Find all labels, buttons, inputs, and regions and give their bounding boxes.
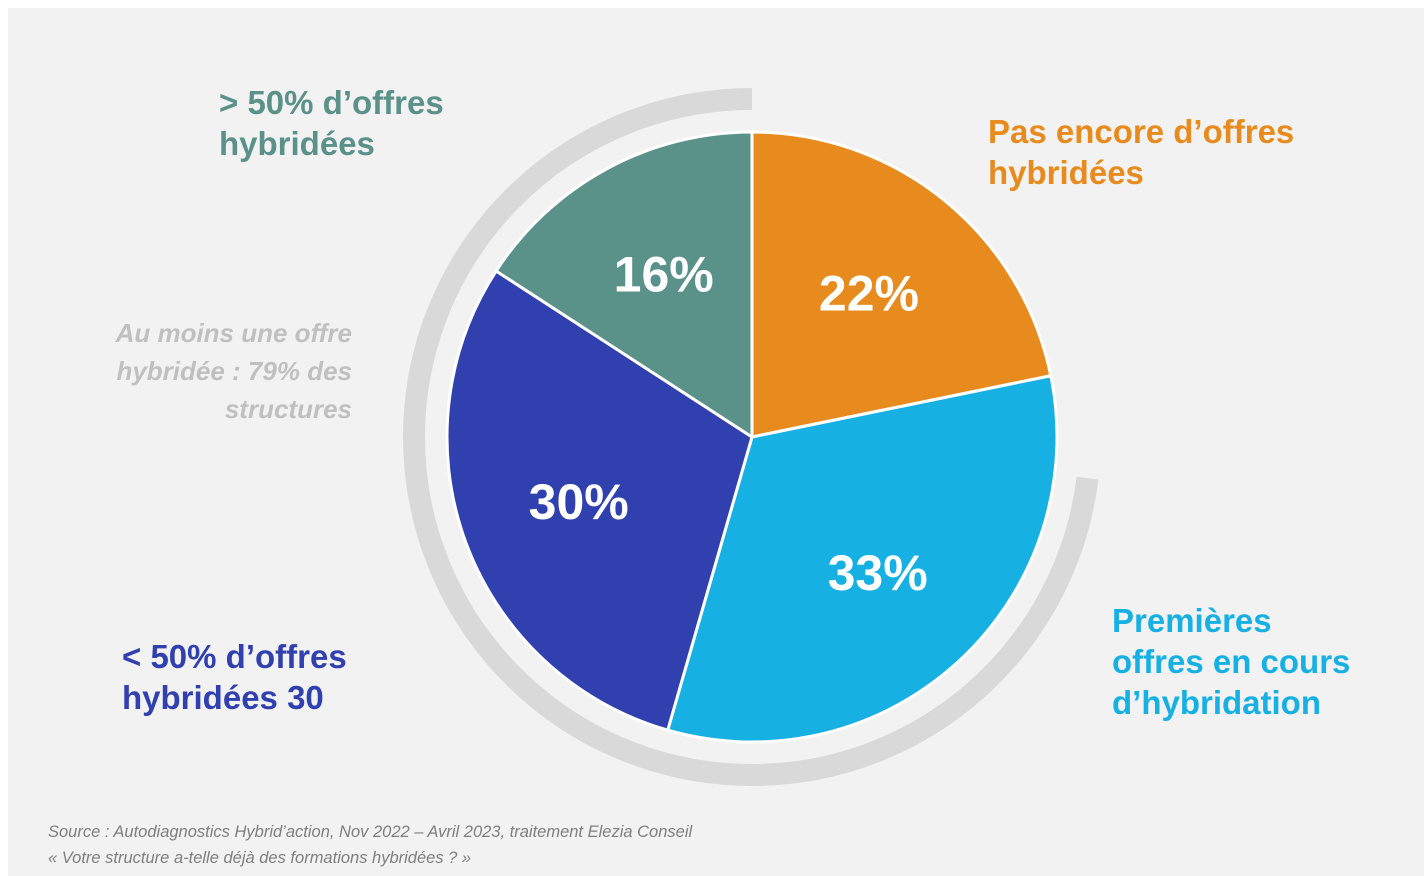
label-premieres-offres-line2: offres en cours: [1112, 643, 1351, 680]
label-plus-50-line1: > 50% d’offres: [219, 84, 444, 121]
pie-value-labels: 22% 33% 30% 16%: [529, 246, 928, 600]
question-line: « Votre structure a-telle déjà des forma…: [48, 849, 472, 867]
pie-value-label-1: 22%: [819, 266, 919, 322]
grouping-arcs: [403, 88, 1099, 786]
source-line: Source : Autodiagnostics Hybrid’action, …: [48, 823, 693, 841]
pie-value-label-3: 30%: [529, 474, 629, 530]
pie-slice-3: [445, 269, 754, 732]
label-moins-50-line1: < 50% d’offres: [122, 638, 347, 675]
label-plus-50: > 50% d’offres hybridées: [219, 82, 444, 164]
annotation-au-moins-une-offre: Au moins une offre hybridée : 79% des st…: [115, 318, 352, 424]
arc-at-least-one: [403, 88, 759, 786]
label-moins-50: < 50% d’offres hybridées 30: [122, 636, 347, 718]
label-premieres-offres-line1: Premières: [1112, 602, 1272, 639]
pie-value-label-2: 33%: [828, 545, 928, 601]
pie-slice-1: [750, 130, 1053, 439]
label-pas-encore: Pas encore d’offres hybridées: [988, 111, 1294, 193]
pie-slice-4: [494, 130, 754, 439]
label-plus-50-line2: hybridées: [219, 125, 375, 162]
arc-not-yet: [751, 476, 1099, 786]
label-pas-encore-line2: hybridées: [988, 154, 1144, 191]
label-premieres-offres: Premières offres en cours d’hybridation: [1112, 600, 1350, 723]
pie-slices: [445, 130, 1059, 744]
label-moins-50-line2: hybridées 30: [122, 679, 324, 716]
label-premieres-offres-line3: d’hybridation: [1112, 684, 1321, 721]
pie-slice-2: [666, 374, 1059, 744]
pie-value-label-4: 16%: [614, 246, 714, 302]
label-pas-encore-line1: Pas encore d’offres: [988, 113, 1295, 150]
